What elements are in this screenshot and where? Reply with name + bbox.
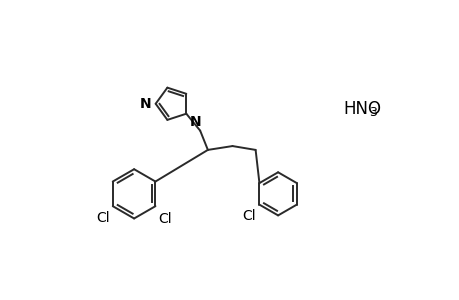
Text: Cl: Cl bbox=[158, 212, 172, 226]
Text: HNO: HNO bbox=[343, 100, 381, 118]
Text: N: N bbox=[189, 115, 201, 129]
Text: Cl: Cl bbox=[242, 209, 256, 223]
Text: 3: 3 bbox=[368, 106, 376, 119]
Text: N: N bbox=[139, 97, 151, 111]
Text: Cl: Cl bbox=[96, 211, 109, 225]
